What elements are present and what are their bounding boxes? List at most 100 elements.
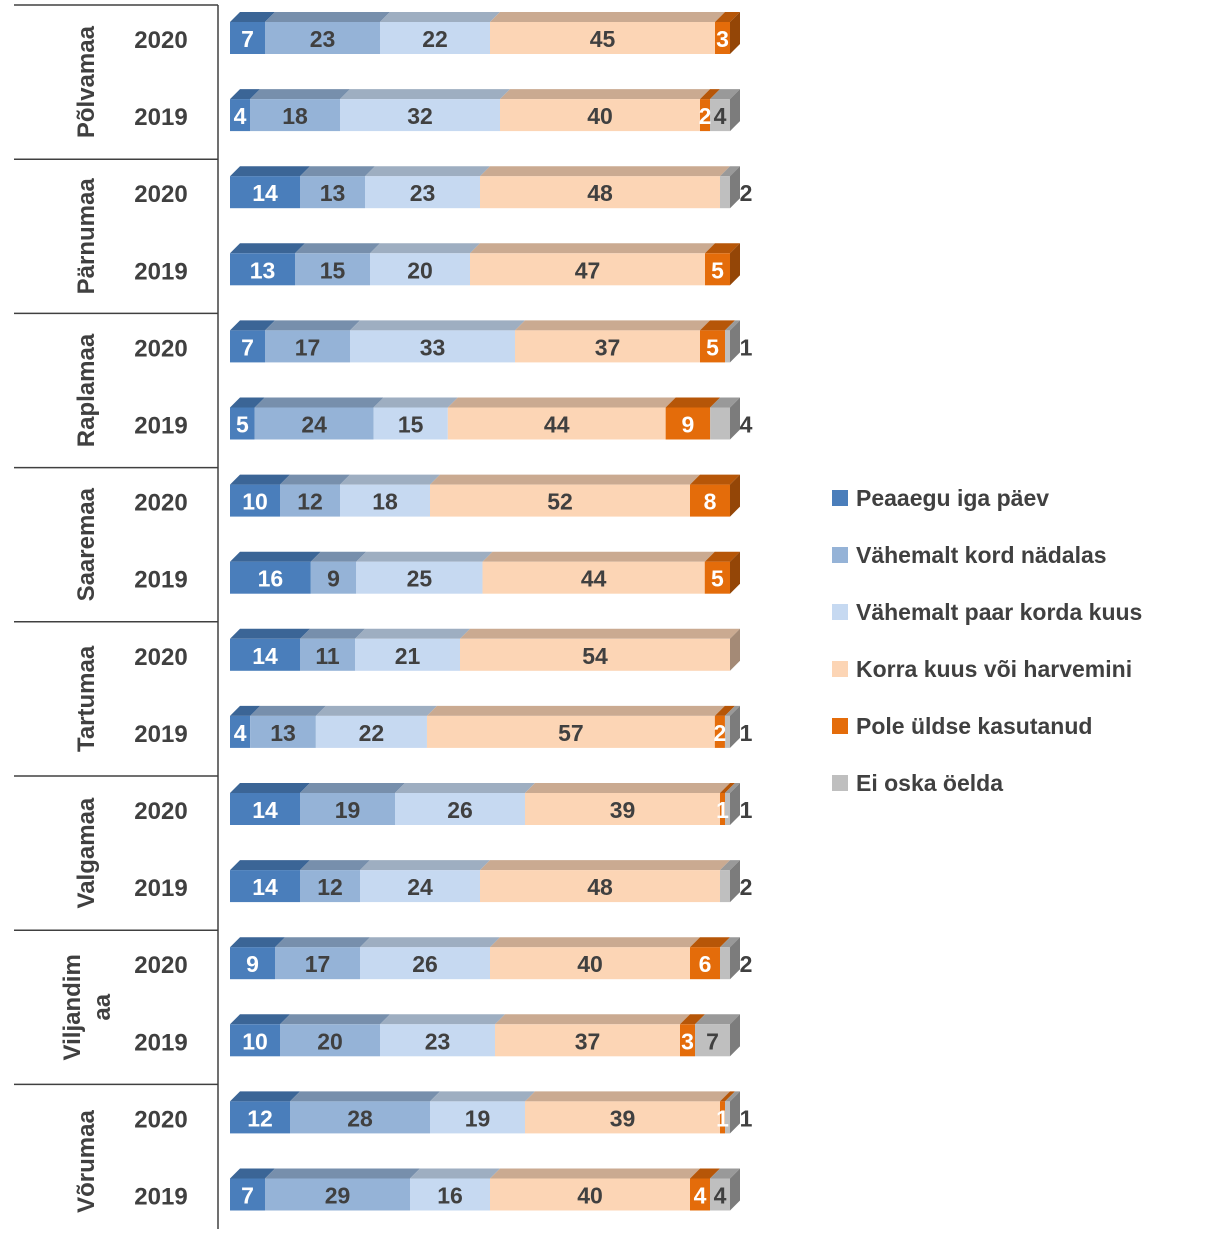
- bar-segment: [265, 1178, 410, 1211]
- data-label: 29: [325, 1183, 351, 1209]
- bar-segment: [710, 1178, 730, 1211]
- group-label: Pärnumaa: [73, 178, 100, 295]
- bar-segment: [690, 484, 730, 517]
- data-label: 12: [247, 1105, 273, 1131]
- data-label: 7: [241, 1183, 254, 1209]
- bar-segment: [300, 793, 395, 825]
- year-tick-label: 2019: [134, 104, 187, 131]
- data-label: 5: [236, 412, 249, 438]
- bar-segment: [254, 407, 374, 440]
- bar-segment-top: [525, 783, 730, 793]
- data-label: 18: [282, 103, 308, 129]
- bar-segment-top: [695, 1014, 740, 1025]
- data-label: 26: [412, 951, 438, 977]
- bar-segment-top: [360, 937, 500, 948]
- data-label: 19: [335, 797, 361, 823]
- bar-segment-top: [340, 474, 440, 485]
- bar-segment: [315, 715, 427, 748]
- bar-segment-top: [230, 12, 275, 22]
- data-label: 4: [234, 103, 247, 129]
- bar-segment: [365, 176, 480, 209]
- bar-segment: [380, 22, 490, 54]
- data-label: 5: [711, 257, 724, 283]
- data-label: 23: [310, 26, 336, 52]
- bar-segment: [230, 1024, 280, 1057]
- data-label: 48: [587, 874, 613, 900]
- year-tick-label: 2020: [134, 27, 187, 54]
- data-label: 2: [699, 103, 712, 129]
- bar-segment-top: [680, 1014, 705, 1025]
- bar-segment-top: [495, 1014, 690, 1025]
- bar-segment-side: [730, 1014, 740, 1057]
- bar-segment-side: [730, 12, 740, 54]
- group-label-line: Raplamaa: [73, 333, 100, 447]
- data-label: 44: [581, 566, 607, 592]
- group-label: Viljandim aa: [59, 954, 116, 1060]
- bar-segment-top: [665, 397, 721, 408]
- bar-segment: [310, 561, 357, 594]
- bar-segment: [230, 947, 275, 980]
- data-label: 13: [270, 720, 296, 746]
- data-label: 9: [682, 412, 695, 438]
- bar-segment-top: [482, 551, 715, 562]
- data-label: 7: [241, 334, 254, 360]
- data-label: 14: [252, 797, 278, 823]
- data-label: 6: [699, 951, 712, 977]
- bar-segment-side: [730, 474, 740, 517]
- data-label: 14: [252, 874, 278, 900]
- legend-swatch: [832, 775, 848, 791]
- bar-segment: [280, 1024, 380, 1057]
- bar-segment: [300, 638, 355, 671]
- bar-segment: [724, 715, 730, 748]
- bar-segment-top: [365, 166, 490, 177]
- data-label: 25: [407, 566, 433, 592]
- bar-segment: [410, 1178, 490, 1211]
- data-label: 16: [258, 566, 284, 592]
- bar-segment-top: [690, 474, 740, 485]
- bar-segment-top: [490, 1168, 700, 1179]
- bar-segment-top: [250, 89, 350, 100]
- bar-segment: [230, 1178, 265, 1211]
- bar-segment-top: [430, 1091, 535, 1102]
- bar-segment-top: [490, 12, 725, 22]
- data-label: 22: [422, 26, 448, 52]
- bar-segment: [380, 1024, 495, 1057]
- bar-segment: [360, 947, 490, 980]
- bar-segment-top: [230, 937, 285, 948]
- bar-segment: [230, 330, 265, 363]
- bar-segment: [350, 330, 515, 363]
- bar-segment: [280, 484, 340, 517]
- bar-segment-top: [395, 783, 535, 793]
- bar-segment-top: [300, 860, 370, 871]
- bar-segment-top: [380, 1014, 505, 1025]
- bar-segment: [230, 870, 300, 903]
- group-label-line: Saaremaa: [73, 487, 100, 601]
- data-label: 26: [447, 797, 473, 823]
- legend-label: Vähemalt paar korda kuus: [856, 598, 1143, 625]
- bar-segment-top: [370, 243, 480, 254]
- legend-swatch: [832, 661, 848, 677]
- bar-segment-top: [426, 705, 725, 716]
- year-tick-label: 2019: [134, 258, 187, 285]
- bar-segment-side: [730, 551, 740, 594]
- bar-segment: [690, 1178, 710, 1211]
- bar-segment: [356, 561, 483, 594]
- bar-segment-side: [730, 628, 740, 671]
- data-label: 1: [740, 334, 753, 360]
- data-label: 1: [740, 720, 753, 746]
- data-label: 3: [716, 26, 729, 52]
- bar-segment-side: [730, 1168, 740, 1211]
- bar-segment-top: [300, 166, 375, 177]
- data-label: 4: [714, 1183, 727, 1209]
- bar-segment: [230, 715, 251, 748]
- bar-segment-side: [730, 166, 740, 209]
- data-label: 5: [711, 566, 724, 592]
- data-label: 20: [407, 257, 433, 283]
- legend-label: Korra kuus või harvemini: [856, 655, 1133, 682]
- data-label: 2: [740, 180, 753, 206]
- group-label: Saaremaa: [73, 487, 100, 601]
- data-label: 19: [465, 1105, 491, 1131]
- bar-segment-side: [730, 320, 740, 363]
- bar-segment: [700, 330, 725, 363]
